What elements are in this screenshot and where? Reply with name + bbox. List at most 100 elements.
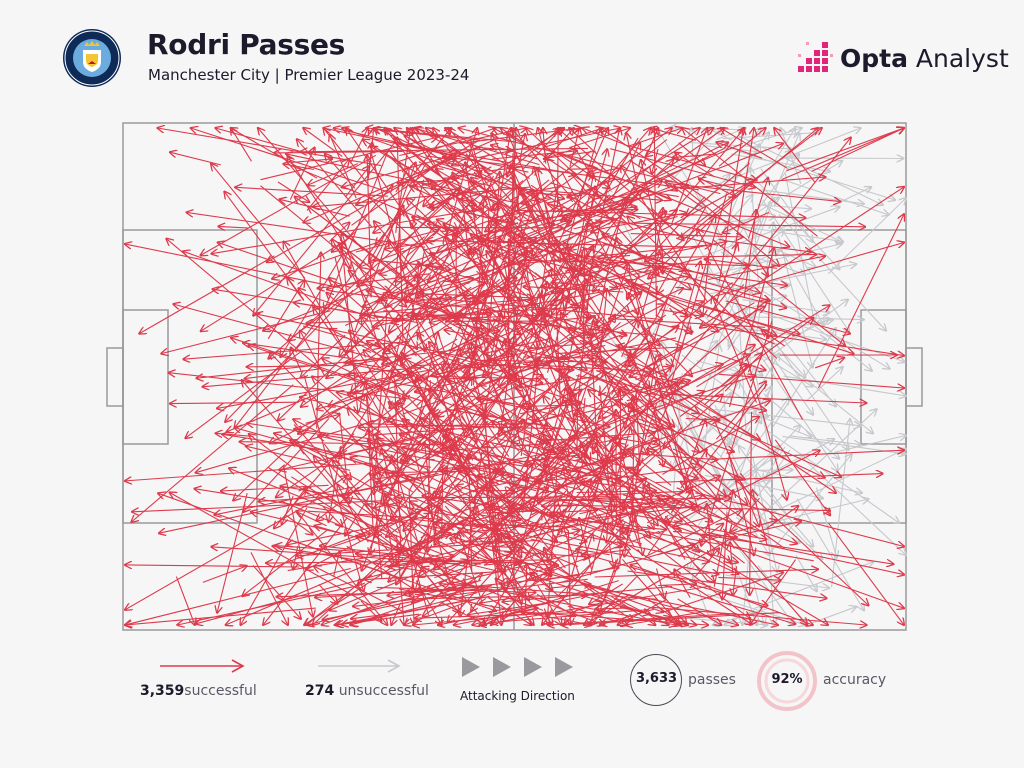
pass-arrow xyxy=(358,418,524,586)
pass-arrow xyxy=(527,344,587,350)
pass-arrow xyxy=(318,584,338,604)
pass-arrow xyxy=(561,142,743,220)
pass-arrow xyxy=(580,481,633,489)
pass-arrow xyxy=(591,328,599,463)
pass-arrow xyxy=(617,451,718,460)
pass-arrow xyxy=(551,317,591,321)
pass-arrow xyxy=(412,583,433,602)
pass-arrow xyxy=(672,448,745,480)
pass-arrow xyxy=(428,179,475,235)
pass-arrow xyxy=(443,463,614,575)
pass-arrow xyxy=(416,352,474,407)
pass-arrow xyxy=(360,282,390,291)
pass-arrow xyxy=(703,251,710,316)
pass-arrow xyxy=(484,335,499,421)
attacking-direction-icon xyxy=(462,657,573,677)
pass-arrow xyxy=(610,148,755,188)
pass-arrow xyxy=(170,152,221,166)
pass-arrow xyxy=(483,414,502,574)
pass-arrow xyxy=(593,354,699,413)
pass-arrow xyxy=(716,243,904,297)
pass-arrow xyxy=(395,534,405,625)
pass-arrow xyxy=(183,251,376,320)
brand-bold-text: Opta xyxy=(840,43,908,73)
pass-arrow xyxy=(350,362,382,368)
pass-arrow xyxy=(360,407,448,449)
pass-arrow xyxy=(646,139,668,157)
pass-arrow xyxy=(433,506,440,543)
pass-arrow xyxy=(429,275,487,424)
pass-arrow xyxy=(363,213,581,306)
pass-arrow xyxy=(456,495,553,591)
pass-arrow xyxy=(786,128,904,172)
pass-arrow xyxy=(496,519,522,557)
pass-arrow xyxy=(158,493,402,580)
pass-arrow xyxy=(702,493,904,546)
pass-arrow xyxy=(394,210,400,288)
pass-arrow xyxy=(409,561,492,563)
pass-arrow xyxy=(437,220,542,264)
pass-arrow xyxy=(543,312,555,362)
pass-arrow xyxy=(725,300,850,334)
pass-arrow xyxy=(815,358,844,369)
pass-arrow xyxy=(630,234,743,237)
pass-arrow xyxy=(367,155,372,298)
pass-arrow xyxy=(593,491,684,496)
pass-arrow xyxy=(544,396,597,477)
pass-arrow xyxy=(563,175,593,318)
pass-arrow xyxy=(159,472,439,533)
pass-arrow xyxy=(502,437,623,619)
pass-arrow xyxy=(125,495,323,610)
pass-arrow xyxy=(828,198,906,275)
pass-arrow xyxy=(605,371,842,478)
pass-arrow xyxy=(583,397,585,422)
pass-arrow xyxy=(762,300,848,362)
pass-arrow xyxy=(615,400,675,426)
pass-arrow xyxy=(805,367,843,402)
pass-arrow xyxy=(747,178,769,239)
pass-arrow xyxy=(260,137,437,181)
pass-arrow xyxy=(459,532,483,604)
pass-arrow xyxy=(436,351,543,383)
pass-arrow xyxy=(443,179,541,222)
pass-arrow xyxy=(721,128,788,169)
pass-arrow xyxy=(562,128,700,235)
pass-arrow xyxy=(177,586,353,625)
pass-arrow xyxy=(443,436,593,489)
pass-arrow xyxy=(483,243,607,377)
pass-arrow xyxy=(630,302,755,377)
pass-arrow xyxy=(689,426,743,521)
pass-arrow xyxy=(491,145,538,160)
pass-arrow xyxy=(630,143,728,190)
pass-arrow xyxy=(415,359,446,381)
pass-arrow xyxy=(422,205,469,319)
pass-arrow xyxy=(781,128,904,181)
pass-arrow xyxy=(384,128,465,227)
pass-arrow xyxy=(258,128,364,251)
pass-arrow xyxy=(557,449,641,472)
passes-count: 3,633 xyxy=(635,671,678,686)
pass-arrow xyxy=(629,181,662,201)
pass-arrow xyxy=(242,529,328,596)
pass-arrow xyxy=(489,234,519,360)
pass-arrow xyxy=(221,484,329,491)
pass-arrow xyxy=(427,241,700,248)
pass-arrow xyxy=(526,128,634,230)
pass-arrow xyxy=(426,516,513,609)
pass-arrow xyxy=(483,337,552,353)
pass-arrow xyxy=(618,346,659,353)
pass-arrow xyxy=(280,199,350,217)
pass-arrow xyxy=(213,289,418,324)
pass-arrow xyxy=(463,541,518,542)
pass-arrow xyxy=(396,335,546,471)
pass-arrow xyxy=(686,162,750,215)
pass-arrow xyxy=(627,359,667,375)
pass-arrow xyxy=(627,468,758,538)
pass-arrow xyxy=(601,527,753,625)
pass-arrow xyxy=(644,128,818,273)
page-title: Rodri Passes xyxy=(147,28,346,61)
pass-arrow xyxy=(548,497,618,503)
pass-arrow xyxy=(433,128,489,206)
pass-arrow xyxy=(502,250,533,297)
pass-arrow xyxy=(388,574,580,595)
